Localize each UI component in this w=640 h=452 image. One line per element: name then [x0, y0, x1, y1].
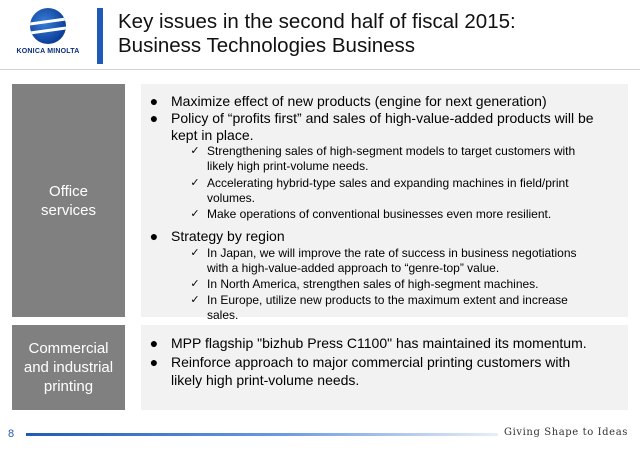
title-line-1: Key issues in the second half of fiscal … — [118, 10, 516, 33]
office-label-line-1: Office — [49, 182, 88, 200]
page-number: 8 — [8, 428, 15, 440]
commercial-printing-content-box: ● MPP flagship "bizhub Press C1100" has … — [141, 325, 628, 410]
checkmark-icon: ✓ — [190, 247, 200, 259]
commercial-label-line-3: printing — [43, 378, 94, 395]
footer-gradient-line — [26, 433, 498, 436]
office-services-content-box: ● Maximize effect of new products (engin… — [141, 84, 628, 322]
bullet-icon: ● — [149, 354, 159, 370]
title-accent-bar — [97, 8, 103, 64]
header-divider — [0, 69, 640, 70]
commercial-label-line-2: and industrial — [23, 359, 114, 376]
logo-text: KONICA MINOLTA — [16, 48, 80, 55]
checkmark-icon: ✓ — [190, 145, 200, 157]
checkmark-icon: ✓ — [190, 208, 200, 220]
checkmark-icon: ✓ — [190, 294, 200, 306]
slide-header: KONICA MINOLTA Key issues in the second … — [0, 0, 640, 68]
checkmark-icon: ✓ — [190, 177, 200, 189]
slide-title: Key issues in the second half of fiscal … — [118, 10, 516, 58]
commercial-printing-label-box: Commercial and industrial printing — [12, 325, 125, 410]
bullet-icon: ● — [149, 93, 159, 109]
globe-logo-icon — [30, 8, 66, 44]
bullet-icon: ● — [149, 335, 159, 351]
footer-slogan: Giving Shape to Ideas — [504, 427, 628, 438]
office-label-line-2: services — [40, 201, 96, 219]
checkmark-icon: ✓ — [190, 278, 200, 290]
commercial-label-line-1: Commercial — [28, 340, 109, 357]
office-services-label-box: Office services — [12, 84, 125, 317]
title-line-2: Business Technologies Business — [118, 34, 416, 57]
bullet-icon: ● — [149, 110, 159, 126]
bullet-icon: ● — [149, 228, 159, 244]
company-logo: KONICA MINOLTA — [8, 8, 88, 64]
